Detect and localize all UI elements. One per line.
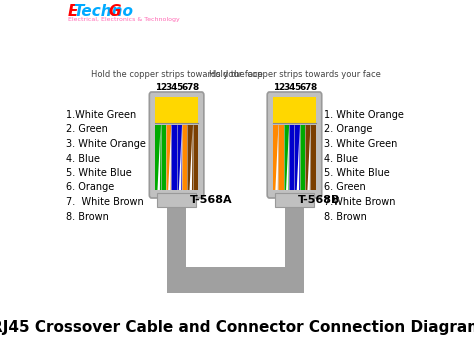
Text: 7: 7 bbox=[187, 83, 193, 92]
Text: 3. White Orange: 3. White Orange bbox=[66, 139, 146, 149]
Polygon shape bbox=[187, 125, 192, 190]
FancyBboxPatch shape bbox=[149, 92, 204, 198]
Bar bbox=[171, 125, 177, 190]
Text: 3: 3 bbox=[283, 83, 290, 92]
Bar bbox=[161, 125, 166, 190]
Text: 2: 2 bbox=[160, 83, 166, 92]
Text: 6. Green: 6. Green bbox=[324, 183, 365, 192]
Text: T-568A: T-568A bbox=[190, 195, 232, 205]
Bar bbox=[305, 125, 310, 190]
Polygon shape bbox=[177, 125, 182, 190]
Bar bbox=[167, 175, 186, 293]
Polygon shape bbox=[286, 125, 289, 190]
Polygon shape bbox=[308, 125, 310, 190]
Text: E: E bbox=[67, 4, 78, 19]
Polygon shape bbox=[166, 125, 171, 190]
Text: 4: 4 bbox=[171, 83, 177, 92]
Text: 5: 5 bbox=[294, 83, 300, 92]
Text: 1: 1 bbox=[155, 83, 161, 92]
Bar bbox=[177, 125, 182, 190]
Text: 5. White Blue: 5. White Blue bbox=[66, 168, 132, 178]
Polygon shape bbox=[190, 125, 192, 190]
Polygon shape bbox=[305, 125, 310, 190]
Bar bbox=[285, 205, 304, 237]
Text: 3: 3 bbox=[165, 83, 172, 92]
Bar bbox=[294, 125, 300, 190]
Bar bbox=[187, 125, 192, 190]
Text: 5. White Blue: 5. White Blue bbox=[324, 168, 390, 178]
Text: T-568B: T-568B bbox=[297, 195, 340, 205]
Text: 8: 8 bbox=[192, 83, 199, 92]
Bar bbox=[310, 125, 316, 190]
Bar bbox=[166, 125, 171, 190]
Bar bbox=[284, 125, 289, 190]
Bar bbox=[300, 125, 305, 190]
Text: 5: 5 bbox=[176, 83, 182, 92]
Polygon shape bbox=[297, 125, 300, 190]
Text: 7: 7 bbox=[305, 83, 311, 92]
Text: Electrical, Electronics & Technology: Electrical, Electronics & Technology bbox=[67, 17, 179, 22]
Text: 1. White Orange: 1. White Orange bbox=[324, 110, 404, 120]
Text: 2. Green: 2. Green bbox=[66, 125, 108, 134]
Text: 2: 2 bbox=[278, 83, 284, 92]
Polygon shape bbox=[273, 125, 278, 190]
Text: RJ45 Crossover Cable and Connector Connection Diagram: RJ45 Crossover Cable and Connector Conne… bbox=[0, 320, 474, 335]
Text: 8. Brown: 8. Brown bbox=[66, 211, 109, 221]
Bar bbox=[274, 193, 314, 207]
Bar bbox=[278, 125, 284, 190]
Bar bbox=[167, 205, 186, 237]
Text: 6: 6 bbox=[182, 83, 188, 92]
Text: 1.White Green: 1.White Green bbox=[66, 110, 137, 120]
Text: 4. Blue: 4. Blue bbox=[324, 154, 358, 163]
Text: 7.  White Brown: 7. White Brown bbox=[66, 197, 144, 207]
Bar bbox=[273, 125, 316, 190]
Text: 3. White Green: 3. White Green bbox=[324, 139, 397, 149]
Bar bbox=[155, 97, 198, 123]
Polygon shape bbox=[155, 125, 161, 190]
Text: 7.White Brown: 7.White Brown bbox=[324, 197, 395, 207]
Polygon shape bbox=[284, 125, 289, 190]
Text: 4: 4 bbox=[289, 83, 295, 92]
Text: 4. Blue: 4. Blue bbox=[66, 154, 100, 163]
Bar bbox=[157, 193, 197, 207]
Bar bbox=[155, 125, 198, 190]
Text: 2. Orange: 2. Orange bbox=[324, 125, 372, 134]
Bar bbox=[273, 97, 316, 123]
Bar bbox=[167, 267, 304, 293]
Text: Hold the copper strips towards your face: Hold the copper strips towards your face bbox=[91, 70, 263, 79]
Polygon shape bbox=[157, 125, 161, 190]
Text: G: G bbox=[108, 4, 120, 19]
Bar bbox=[155, 125, 161, 190]
Bar bbox=[285, 175, 304, 293]
Polygon shape bbox=[275, 125, 278, 190]
Bar bbox=[273, 125, 278, 190]
FancyBboxPatch shape bbox=[267, 92, 322, 198]
Text: Techno: Techno bbox=[73, 4, 134, 19]
Polygon shape bbox=[168, 125, 171, 190]
Text: 6: 6 bbox=[300, 83, 306, 92]
Text: Hold the copper strips towards your face: Hold the copper strips towards your face bbox=[209, 70, 381, 79]
Polygon shape bbox=[179, 125, 182, 190]
Text: 6. Orange: 6. Orange bbox=[66, 183, 114, 192]
Bar bbox=[182, 125, 187, 190]
Bar bbox=[289, 125, 294, 190]
Text: 8. Brown: 8. Brown bbox=[324, 211, 367, 221]
Text: 1: 1 bbox=[273, 83, 279, 92]
Bar bbox=[192, 125, 198, 190]
Polygon shape bbox=[294, 125, 300, 190]
Text: 8: 8 bbox=[310, 83, 316, 92]
